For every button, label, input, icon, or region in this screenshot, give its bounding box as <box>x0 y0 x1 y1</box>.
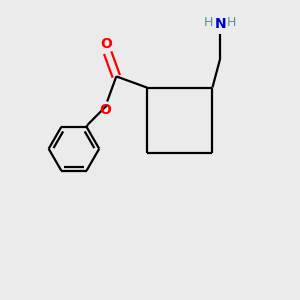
Text: H: H <box>204 16 214 29</box>
Text: O: O <box>100 37 112 51</box>
Text: N: N <box>214 17 226 31</box>
Text: H: H <box>227 16 236 29</box>
Text: O: O <box>100 103 112 117</box>
